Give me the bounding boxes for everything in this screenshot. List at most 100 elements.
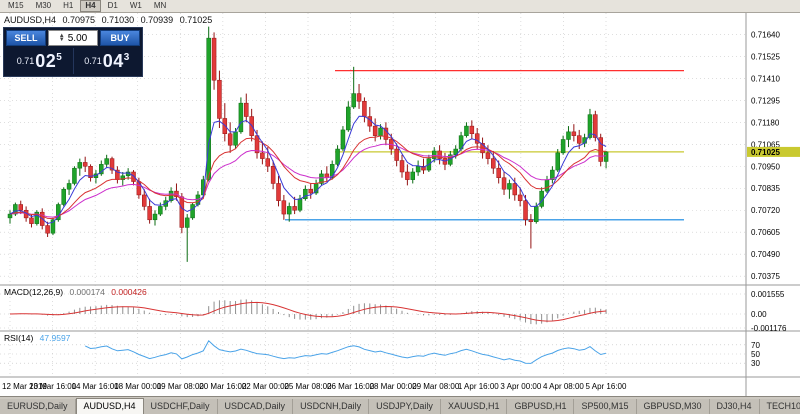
- candle-body: [233, 131, 238, 146]
- chart-tab-audusd[interactable]: AUDUSD,H4: [75, 398, 144, 414]
- current-price-label: 0.71025: [751, 148, 780, 157]
- sell-price[interactable]: 0.71 02 5: [6, 48, 74, 74]
- rsi-axis-label: 50: [751, 350, 760, 359]
- volume-spinner[interactable]: ▲ ▼: [58, 33, 65, 43]
- ma-slow-line: [9, 143, 607, 218]
- volume-input[interactable]: ▲ ▼ 5.00: [48, 30, 98, 46]
- candle-body: [399, 160, 405, 173]
- chart-tab-usdjpy[interactable]: USDJPY,Daily: [369, 399, 441, 414]
- candle-body: [260, 152, 265, 159]
- candle-body: [179, 196, 185, 228]
- candle-body: [507, 183, 512, 190]
- candle-body: [576, 135, 582, 144]
- period-button-m30[interactable]: M30: [35, 1, 52, 10]
- period-button-d1[interactable]: D1: [107, 1, 118, 10]
- candle-body: [190, 204, 195, 219]
- candle-body: [142, 194, 147, 207]
- candle-body: [378, 127, 383, 136]
- rsi-title: RSI(14): [4, 333, 34, 343]
- time-axis-label: 20 Mar 16:00: [199, 382, 247, 391]
- chart-tab-sp500[interactable]: SP500,M15: [574, 399, 637, 414]
- candle-body: [265, 158, 271, 167]
- volume-up-icon[interactable]: ▲: [58, 33, 65, 39]
- period-button-h1[interactable]: H1: [63, 1, 74, 10]
- chart-tab-usdcad[interactable]: USDCAD,Daily: [217, 399, 294, 414]
- candle-body: [254, 135, 260, 154]
- candle-body: [13, 204, 18, 215]
- candle-body: [329, 164, 335, 178]
- candle-body: [453, 148, 458, 156]
- chart-tab-xauusd[interactable]: XAUUSD,H1: [440, 399, 508, 414]
- timeframe-toolbar: M15 M30 H1 H4 D1 W1 MN: [0, 0, 800, 13]
- candle-body: [469, 125, 475, 134]
- candle-body: [501, 177, 507, 190]
- candle-body: [50, 219, 56, 234]
- candle-body: [18, 204, 23, 211]
- period-button-mn[interactable]: MN: [153, 1, 167, 10]
- candle-body: [598, 137, 603, 162]
- time-axis-label: 19 Mar 08:00: [157, 382, 205, 391]
- candle-body: [120, 175, 126, 180]
- candle-body: [394, 148, 399, 161]
- buy-button[interactable]: BUY: [100, 30, 140, 46]
- sell-price-big: 02: [35, 50, 57, 71]
- period-button-w1[interactable]: W1: [129, 1, 142, 10]
- chart-tab-usdcnh[interactable]: USDCNH,Daily: [293, 399, 370, 414]
- chart-tab-tech100[interactable]: TECH100,H1: [759, 399, 800, 414]
- chart-tab-dj30[interactable]: DJ30,H4: [709, 399, 760, 414]
- candle-body: [415, 166, 421, 173]
- ohlc-low: 0.70939: [140, 15, 174, 25]
- time-axis-label: 18 Mar 00:00: [114, 382, 162, 391]
- chart-area: 0.71640 0.71525 0.71410 0.71295 0.71180 0.710…: [0, 13, 800, 396]
- chart-tab-gbpusd[interactable]: GBPUSD,M30: [636, 399, 710, 414]
- ohlc-high: 0.71030: [101, 15, 135, 25]
- candle-body: [168, 190, 174, 201]
- candle-body: [421, 166, 426, 171]
- macd-axis-label: 0.00: [751, 310, 767, 319]
- candle-body: [104, 158, 109, 165]
- candle-body: [281, 200, 287, 215]
- candle-body: [464, 125, 469, 136]
- chart-tab-gbpusd[interactable]: GBPUSD,H1: [507, 399, 575, 414]
- candle-body: [523, 200, 528, 221]
- candle-body: [593, 114, 598, 138]
- price-axis-label: 0.70720: [751, 206, 780, 215]
- candle-body: [227, 133, 233, 146]
- candle-body: [319, 173, 324, 184]
- candle-body: [77, 162, 83, 169]
- time-axis-label: 14 Mar 16:00: [72, 382, 120, 391]
- price-axis-label: 0.71410: [751, 74, 780, 83]
- candle-body: [335, 148, 340, 165]
- time-axis-label: 29 Mar 08:00: [412, 382, 460, 391]
- buy-price-big: 04: [102, 50, 124, 71]
- volume-down-icon[interactable]: ▼: [58, 37, 65, 43]
- macd-value-signal: 0.000426: [111, 287, 147, 297]
- buy-price-sup: 3: [123, 51, 130, 63]
- rsi-line: [84, 339, 607, 364]
- candle-body: [45, 225, 50, 234]
- candle-body: [550, 169, 555, 180]
- time-axis-label: 4 Apr 08:00: [543, 382, 584, 391]
- price-axis-label: 0.71640: [751, 30, 780, 39]
- sell-button[interactable]: SELL: [6, 30, 46, 46]
- chart-tab-eurusd[interactable]: EURUSD,Daily: [0, 399, 76, 414]
- period-button-m15[interactable]: M15: [8, 1, 24, 10]
- candle-body: [346, 106, 351, 131]
- candle-body: [217, 79, 222, 119]
- rsi-axis-label: 30: [751, 359, 760, 368]
- time-axis-label: 3 Apr 00:00: [500, 382, 541, 391]
- rsi-axis-label: 70: [751, 341, 760, 350]
- time-axis-label: 26 Mar 16:00: [327, 382, 375, 391]
- period-button-h4[interactable]: H4: [80, 0, 101, 12]
- candle-body: [82, 162, 88, 167]
- buy-price[interactable]: 0.71 04 3: [74, 48, 141, 74]
- time-axis-label: 28 Mar 00:00: [370, 382, 418, 391]
- candle-body: [66, 183, 72, 190]
- candle-body: [405, 171, 410, 180]
- ma-fast-line: [9, 115, 607, 225]
- chart-tab-usdchf[interactable]: USDCHF,Daily: [143, 399, 218, 414]
- candle-body: [109, 158, 115, 171]
- macd-value-main: 0.000174: [69, 287, 105, 297]
- chart-symbol: AUDUSD,H4: [4, 15, 57, 25]
- chart-tabs-bar: EURUSD,Daily AUDUSD,H4 USDCHF,Daily USDCAD,…: [0, 396, 800, 414]
